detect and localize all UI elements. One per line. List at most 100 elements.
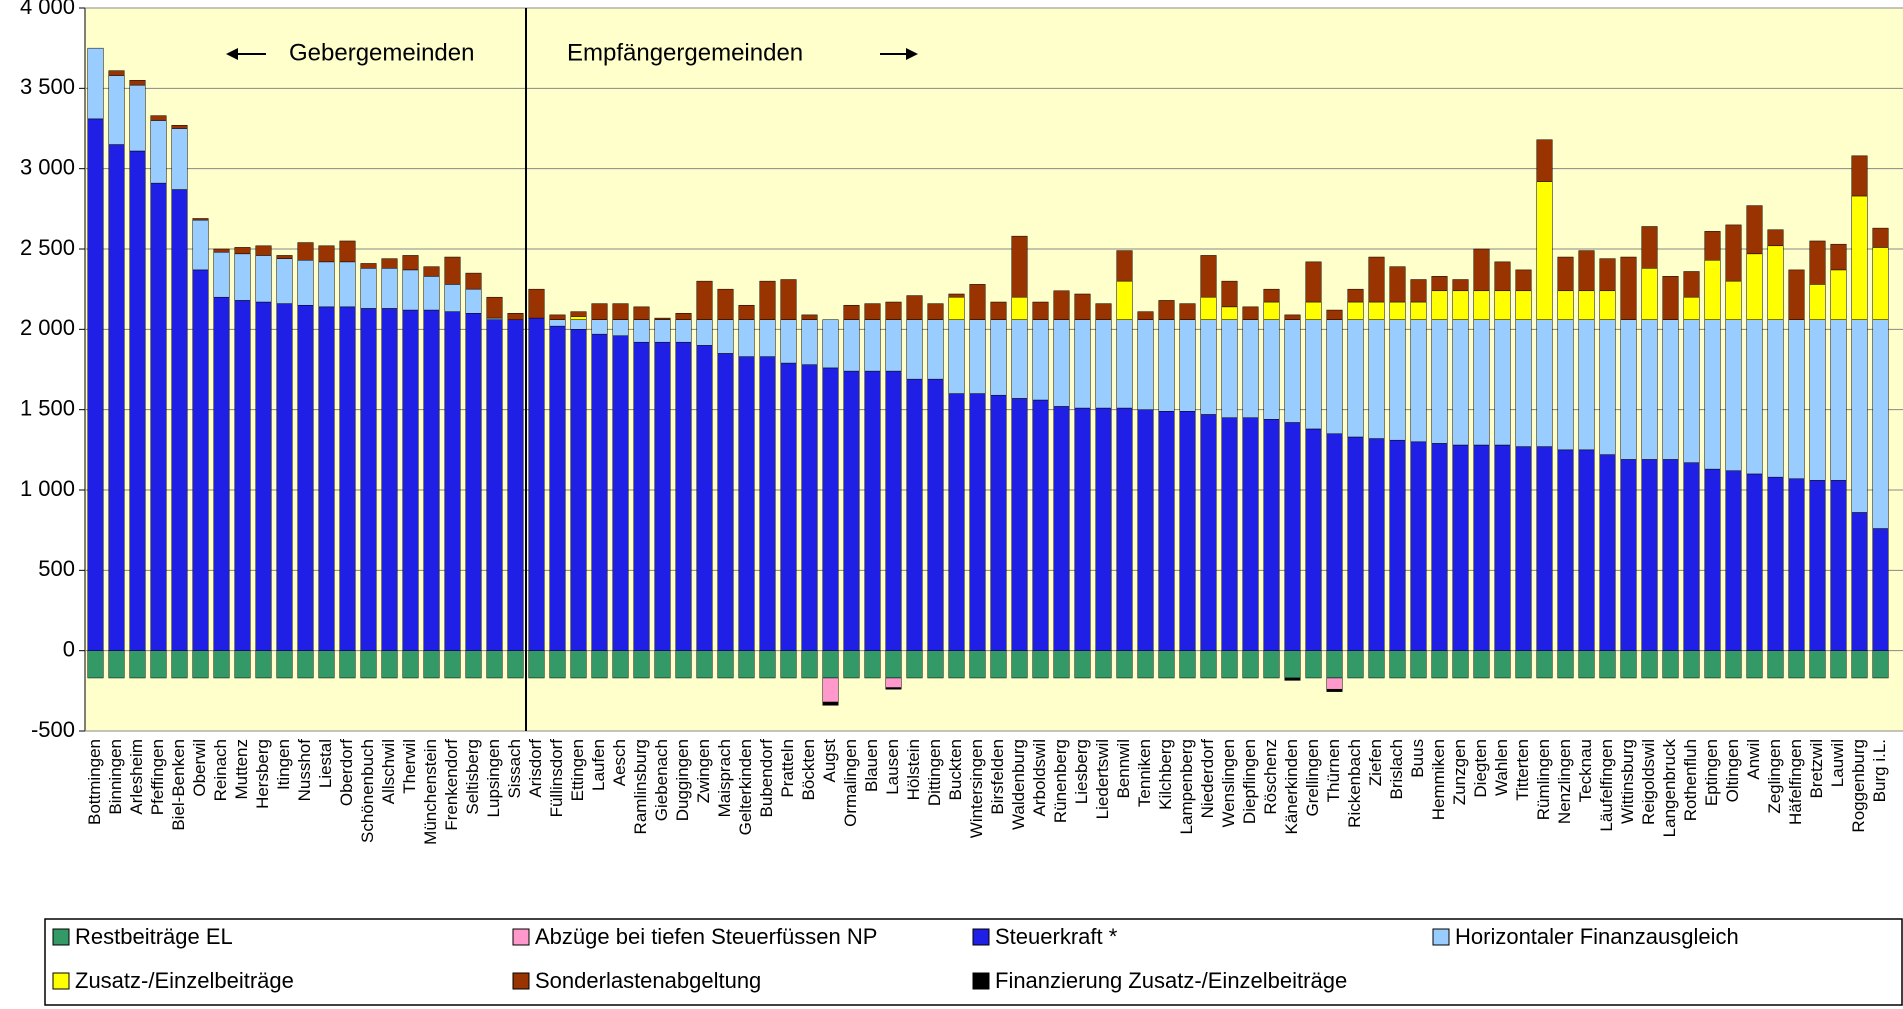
bar-segment [1515, 269, 1532, 292]
bar-segment [1263, 419, 1280, 651]
x-tick-label: Binningen [106, 739, 125, 815]
x-tick-label: Bottmingen [85, 739, 104, 825]
bar-segment [1242, 319, 1259, 418]
x-tick-label: Muttenz [232, 739, 251, 799]
bar-segment [654, 650, 671, 679]
y-tick-label: 1 000 [20, 476, 75, 501]
bar-segment [801, 319, 818, 365]
bar-segment [1410, 319, 1427, 443]
bar-segment [780, 279, 797, 320]
bar-segment [1410, 279, 1427, 303]
bar-segment [780, 319, 797, 364]
legend-label: Zusatz-/Einzelbeiträge [75, 968, 294, 993]
bar-segment [1452, 279, 1469, 292]
x-tick-label: Liedertswil [1093, 739, 1112, 819]
legend-label: Finanzierung Zusatz-/Einzelbeiträge [995, 968, 1347, 993]
legend-swatch [972, 972, 990, 990]
bar-segment [1137, 650, 1154, 679]
bar-segment [759, 650, 776, 679]
bar-segment [1389, 439, 1406, 651]
bar-segment [1179, 650, 1196, 679]
bar-segment [1494, 650, 1511, 679]
bar-segment [1263, 319, 1280, 420]
bar-segment [1326, 688, 1343, 692]
bar-segment [1620, 459, 1637, 651]
bar-segment [192, 219, 209, 271]
x-tick-label: Oltingen [1723, 739, 1742, 802]
bar-segment [1452, 650, 1469, 679]
x-tick-label: Münchenstein [421, 739, 440, 845]
bar-segment [1746, 205, 1763, 255]
bar-segment [297, 304, 314, 651]
bar-segment [1368, 301, 1385, 320]
bar-segment [1851, 650, 1868, 679]
bar-segment [1641, 650, 1658, 679]
bar-segment [969, 284, 986, 320]
x-tick-label: Rünenberg [1051, 739, 1070, 823]
bar-segment [1200, 296, 1217, 320]
bar-segment [1116, 407, 1133, 651]
bar-segment [1494, 444, 1511, 651]
bar-segment [1263, 301, 1280, 320]
bar-segment [1788, 650, 1805, 679]
bar-segment [465, 288, 482, 314]
bar-segment [486, 319, 503, 651]
x-tick-label: Hemmiken [1429, 739, 1448, 820]
bar-segment [87, 118, 104, 651]
x-tick-label: Giebenach [652, 739, 671, 821]
x-tick-label: Ziefen [1366, 739, 1385, 786]
bar-segment [1494, 261, 1511, 292]
bar-segment [213, 650, 230, 679]
bar-segment [1116, 280, 1133, 320]
bar-segment [1536, 319, 1553, 447]
bar-segment [1095, 319, 1112, 409]
bar-segment [570, 650, 587, 679]
bar-segment [276, 255, 293, 259]
x-tick-label: Roggenburg [1849, 739, 1868, 833]
bar-segment [1515, 650, 1532, 679]
bar-segment [1368, 438, 1385, 651]
bar-segment [570, 316, 587, 320]
bar-segment [444, 256, 461, 285]
bar-segment [1410, 441, 1427, 651]
bar-segment [1515, 319, 1532, 447]
bar-segment [1011, 296, 1028, 320]
bar-segment [1326, 650, 1343, 679]
x-tick-label: Pratteln [778, 739, 797, 798]
bar-segment [318, 306, 335, 651]
bar-segment [1305, 319, 1322, 430]
bar-segment [1347, 319, 1364, 438]
bar-segment [1263, 288, 1280, 303]
x-tick-label: Titterten [1513, 739, 1532, 801]
legend-swatch [1432, 928, 1450, 946]
bar-segment [423, 276, 440, 311]
bar-segment [717, 319, 734, 354]
bar-segment [570, 311, 587, 317]
bar-segment [1074, 650, 1091, 679]
bar-segment [1620, 319, 1637, 460]
bar-segment [402, 650, 419, 679]
bar-segment [612, 335, 629, 651]
bar-segment [297, 650, 314, 679]
x-tick-label: Biel-Benken [169, 739, 188, 831]
bar-segment [738, 356, 755, 651]
x-tick-label: Buckten [946, 739, 965, 800]
bar-segment [927, 319, 944, 380]
legend-label: Steuerkraft * [995, 924, 1118, 949]
bar-segment [864, 319, 881, 372]
x-tick-label: Wenslingen [1219, 739, 1238, 828]
bar-segment [990, 394, 1007, 651]
x-tick-label: Bennwil [1114, 739, 1133, 799]
y-tick-label: 3 500 [20, 74, 75, 99]
bar-segment [759, 319, 776, 357]
bar-segment [1872, 528, 1889, 651]
bar-segment [507, 319, 524, 651]
bar-segment [1683, 650, 1700, 679]
y-tick-label: 3 000 [20, 154, 75, 179]
bar-segment [1872, 650, 1889, 679]
x-tick-label: Blauen [862, 739, 881, 792]
bar-segment [1578, 290, 1595, 320]
bar-segment [927, 378, 944, 651]
bar-segment [675, 341, 692, 651]
bar-segment [1053, 406, 1070, 651]
